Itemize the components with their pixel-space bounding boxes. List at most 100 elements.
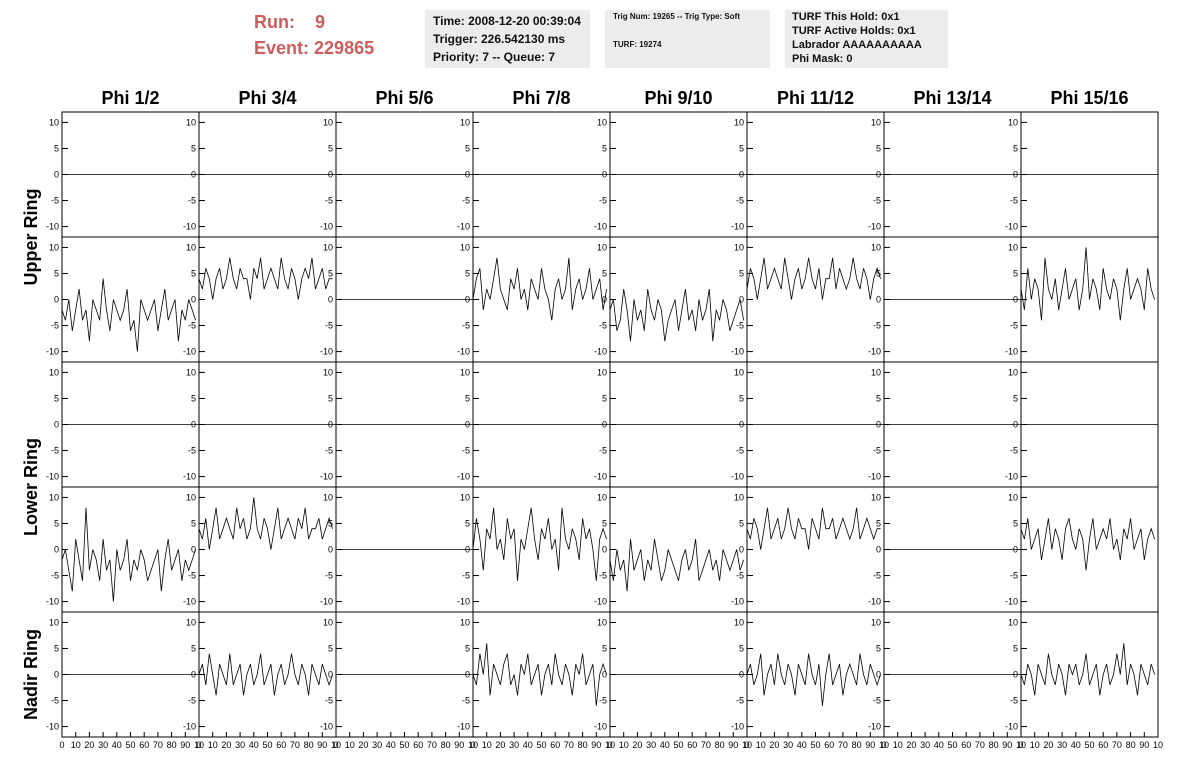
y-tick-label: 5 bbox=[1013, 518, 1018, 528]
y-tick-label: -10 bbox=[320, 722, 333, 732]
x-tick-label: 90 bbox=[1139, 740, 1149, 750]
x-tick-label: 40 bbox=[249, 740, 259, 750]
y-tick-label: -5 bbox=[873, 571, 881, 581]
x-tick-label: 40 bbox=[1071, 740, 1081, 750]
y-tick-label: 5 bbox=[191, 393, 196, 403]
y-tick-label: -10 bbox=[183, 222, 196, 232]
phi-mask: Phi Mask: 0 bbox=[792, 53, 853, 65]
x-tick-label: 60 bbox=[1098, 740, 1108, 750]
panel-frame bbox=[198, 486, 337, 613]
y-tick-label: -10 bbox=[594, 597, 607, 607]
y-tick-label: 5 bbox=[191, 643, 196, 653]
priority: Priority: 7 -- Queue: 7 bbox=[433, 50, 556, 64]
y-tick-label: 10 bbox=[597, 117, 607, 127]
panel-frame bbox=[198, 236, 337, 363]
turf-box: TURF This Hold: 0x1 TURF Active Holds: 0… bbox=[785, 10, 948, 68]
y-tick-label: 0 bbox=[739, 170, 744, 180]
trace bbox=[1020, 518, 1155, 571]
y-tick-label: 5 bbox=[1013, 268, 1018, 278]
y-tick-label: 5 bbox=[602, 143, 607, 153]
x-tick-label: 30 bbox=[646, 740, 656, 750]
y-tick-label: -5 bbox=[599, 571, 607, 581]
y-tick-label: -10 bbox=[457, 722, 470, 732]
y-tick-label: -5 bbox=[736, 196, 744, 206]
y-tick-label: 5 bbox=[54, 643, 59, 653]
y-tick-label: 10 bbox=[49, 117, 59, 127]
trace bbox=[609, 539, 744, 592]
turf-hold: TURF This Hold: 0x1 bbox=[792, 11, 900, 23]
x-tick-label: 70 bbox=[975, 740, 985, 750]
panel-frame bbox=[61, 236, 200, 363]
x-tick-label: 10 bbox=[1030, 740, 1040, 750]
trig-num: Trig Num: 19265 -- Trig Type: Soft bbox=[613, 12, 740, 21]
y-tick-label: 10 bbox=[597, 492, 607, 502]
y-tick-label: -10 bbox=[46, 222, 59, 232]
y-tick-label: 10 bbox=[460, 242, 470, 252]
y-tick-label: -10 bbox=[457, 597, 470, 607]
y-tick-label: 5 bbox=[328, 268, 333, 278]
column-title: Phi 13/14 bbox=[913, 88, 991, 108]
trace bbox=[746, 507, 881, 550]
y-tick-label: 5 bbox=[1013, 143, 1018, 153]
y-tick-label: -5 bbox=[1010, 696, 1018, 706]
y-tick-label: -5 bbox=[873, 696, 881, 706]
y-tick-label: 10 bbox=[871, 367, 881, 377]
x-tick-label: 90 bbox=[1002, 740, 1012, 750]
time-box: Time: 2008-12-20 00:39:04 Trigger: 226.5… bbox=[425, 10, 590, 68]
event-label: Event: bbox=[254, 38, 310, 58]
y-tick-label: 10 bbox=[871, 242, 881, 252]
x-tick-label: 90 bbox=[591, 740, 601, 750]
y-tick-label: -5 bbox=[1010, 571, 1018, 581]
x-tick-label: 70 bbox=[290, 740, 300, 750]
x-tick-label: 60 bbox=[824, 740, 834, 750]
x-tick-label: 80 bbox=[852, 740, 862, 750]
trace bbox=[472, 507, 607, 581]
x-tick-label: 10 bbox=[742, 740, 752, 750]
y-tick-label: -5 bbox=[462, 321, 470, 331]
y-tick-label: 0 bbox=[191, 670, 196, 680]
x-tick-label: 10 bbox=[605, 740, 615, 750]
x-tick-label: 30 bbox=[235, 740, 245, 750]
y-tick-label: -5 bbox=[188, 571, 196, 581]
y-tick-label: -5 bbox=[325, 696, 333, 706]
x-tick-label: 20 bbox=[221, 740, 231, 750]
y-tick-label: -5 bbox=[736, 446, 744, 456]
y-tick-label: 0 bbox=[876, 670, 881, 680]
y-tick-label: -10 bbox=[183, 347, 196, 357]
y-tick-label: 10 bbox=[1008, 117, 1018, 127]
x-tick-label: 50 bbox=[262, 740, 272, 750]
y-tick-label: 0 bbox=[191, 170, 196, 180]
y-tick-label: 10 bbox=[186, 367, 196, 377]
y-tick-label: -10 bbox=[731, 722, 744, 732]
y-tick-label: 5 bbox=[54, 268, 59, 278]
y-tick-label: 5 bbox=[191, 143, 196, 153]
trace bbox=[1020, 643, 1155, 696]
trace bbox=[61, 507, 196, 602]
trace bbox=[609, 289, 744, 342]
y-tick-label: 10 bbox=[1008, 367, 1018, 377]
y-tick-label: -10 bbox=[46, 347, 59, 357]
y-tick-label: 10 bbox=[323, 242, 333, 252]
x-tick-label: 80 bbox=[715, 740, 725, 750]
y-tick-label: 0 bbox=[328, 670, 333, 680]
x-tick-label: 90 bbox=[728, 740, 738, 750]
y-tick-label: -5 bbox=[1010, 196, 1018, 206]
y-tick-label: 10 bbox=[186, 617, 196, 627]
panel-frame bbox=[609, 486, 748, 613]
y-tick-label: 10 bbox=[49, 617, 59, 627]
y-tick-label: -5 bbox=[1010, 321, 1018, 331]
y-tick-label: 0 bbox=[602, 295, 607, 305]
y-tick-label: 0 bbox=[1013, 420, 1018, 430]
y-tick-label: 0 bbox=[465, 670, 470, 680]
y-tick-label: 10 bbox=[460, 367, 470, 377]
y-tick-label: -5 bbox=[599, 321, 607, 331]
y-tick-label: 0 bbox=[602, 670, 607, 680]
y-tick-label: 0 bbox=[1013, 545, 1018, 555]
column-title: Phi 5/6 bbox=[375, 88, 433, 108]
x-tick-label: 0 bbox=[470, 740, 475, 750]
y-tick-label: -10 bbox=[868, 347, 881, 357]
y-tick-label: 10 bbox=[49, 492, 59, 502]
y-tick-label: 0 bbox=[54, 295, 59, 305]
y-tick-label: -10 bbox=[46, 472, 59, 482]
x-tick-label: 10 bbox=[879, 740, 889, 750]
